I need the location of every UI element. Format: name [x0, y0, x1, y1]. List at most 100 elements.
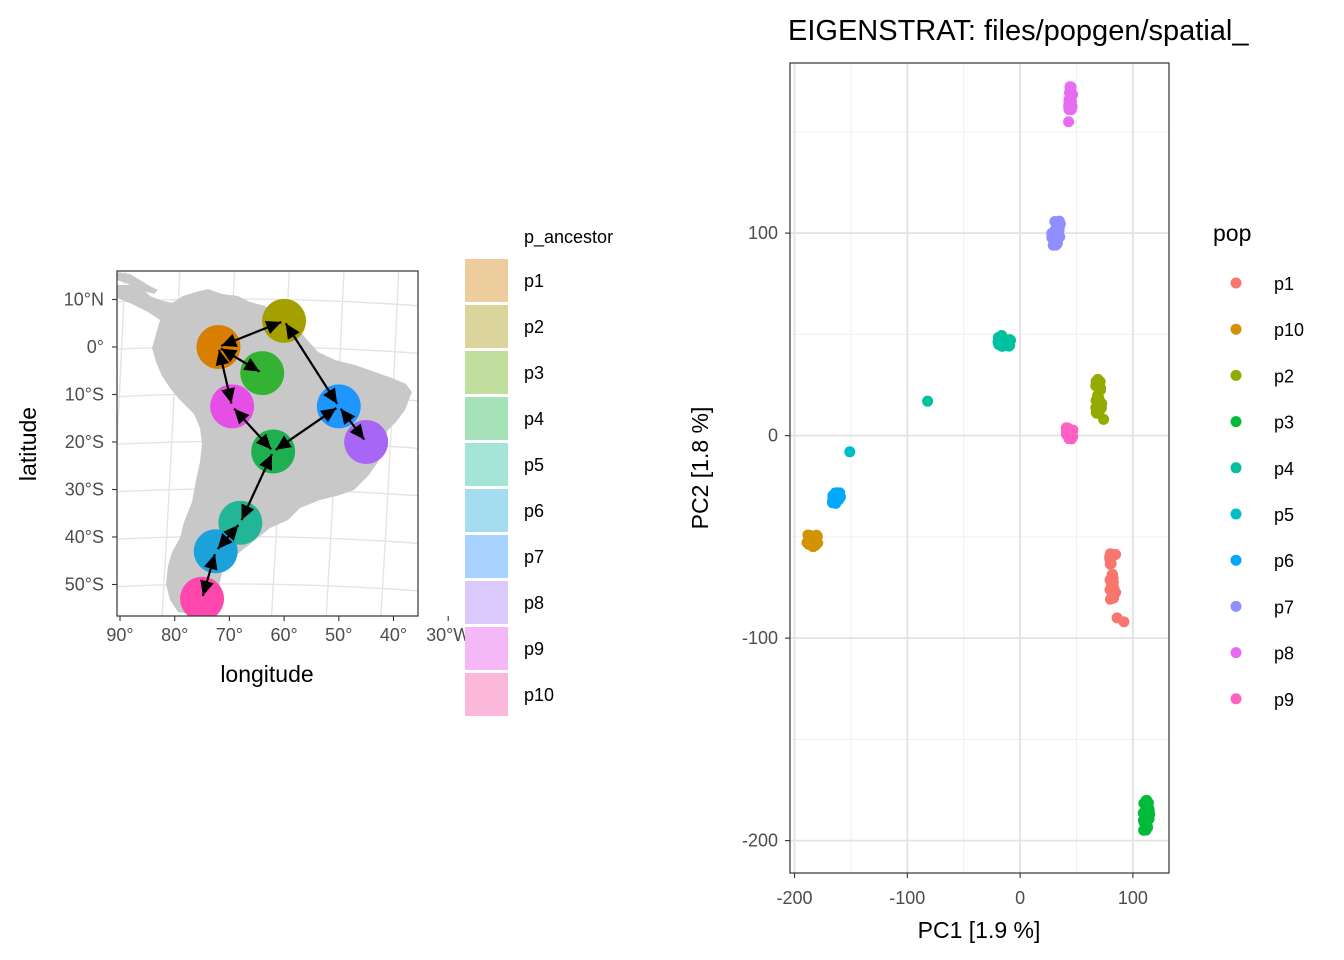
pca-series-p6	[827, 487, 846, 509]
pca-series-p2	[1090, 373, 1110, 425]
pca-point	[1063, 116, 1075, 128]
map-y-tick-label: 30°S	[65, 480, 104, 500]
pca-x-tick-label: 100	[1118, 888, 1148, 908]
graticule-lat	[117, 535, 418, 545]
arrow-p4-p5	[240, 453, 273, 521]
pop-key-p8	[1230, 647, 1242, 659]
map-panel: 10°N 0° 10°S 20°S 30°S 40°S 50°S 90° 80° 70° 60° 5…	[15, 250, 470, 687]
arrow-head	[217, 533, 233, 549]
p-ancestor-key-p6	[465, 489, 508, 532]
pca-series-p4	[922, 329, 1017, 407]
pca-point	[830, 488, 842, 500]
p-ancestor-label-p3: p3	[524, 363, 544, 383]
pop-label-p10: p10	[1274, 320, 1304, 340]
p-ancestor-key-p7	[465, 535, 508, 578]
pca-gridlines	[790, 63, 1169, 873]
pca-x-tick-label: 0	[1015, 888, 1025, 908]
arrow-head	[349, 423, 365, 440]
arrow-head	[223, 525, 239, 541]
pca-y-axis: -200 -100 0 100	[742, 223, 790, 851]
pca-point	[1062, 422, 1074, 434]
p-ancestor-legend: p_ancestor p1 p2 p3 p4 p5 p6 p7 p8 p9 p10	[465, 227, 613, 716]
pop-label-p8: p8	[1274, 644, 1294, 664]
arrow-head	[264, 321, 282, 335]
pca-series-p1	[1104, 548, 1130, 628]
p-ancestor-key-p8	[465, 581, 508, 624]
map-x-axis: 90° 80° 70° 60° 50° 40° 30°W	[106, 616, 470, 645]
arrow-p10-p2	[220, 320, 282, 347]
pca-point	[922, 395, 934, 407]
pca-point	[830, 497, 842, 509]
pca-point	[1090, 375, 1102, 387]
arrow-head	[243, 357, 260, 372]
pop-label-p4: p4	[1274, 459, 1294, 479]
pop-key-p7	[1230, 600, 1242, 612]
pca-point	[1106, 584, 1118, 596]
p-ancestor-label-p5: p5	[524, 455, 544, 475]
p-ancestor-label-p9: p9	[524, 639, 544, 659]
p-ancestor-label-p6: p6	[524, 501, 544, 521]
central-america	[117, 272, 158, 294]
pop-key-p5	[1230, 508, 1242, 520]
arrow-head	[285, 323, 300, 340]
arrow-head	[234, 408, 250, 425]
pca-series-p10	[801, 529, 824, 553]
pca-background	[790, 63, 1169, 873]
map-border	[116, 270, 419, 617]
map-x-axis-title: longitude	[220, 661, 313, 687]
arrow-head	[241, 503, 255, 521]
population-circle-p2	[262, 298, 307, 343]
pop-key-p9	[1230, 693, 1242, 705]
map-y-tick-label: 0°	[87, 337, 104, 357]
pca-point	[1051, 217, 1063, 229]
graticule-lon	[434, 250, 454, 640]
pop-label-p1: p1	[1274, 274, 1294, 294]
pca-x-tick-label: -100	[889, 888, 925, 908]
pca-x-axis-title: PC1 [1.9 %]	[918, 917, 1041, 943]
map-x-tick-label: 30°W	[426, 625, 470, 645]
pca-point	[1092, 403, 1104, 415]
p-ancestor-label-p1: p1	[524, 271, 544, 291]
arrow-p9-p4	[233, 407, 272, 451]
arrow-p10-p9	[215, 349, 235, 404]
pca-y-axis-title: PC2 [1.8 %]	[687, 407, 713, 530]
pca-point	[1118, 616, 1130, 628]
arrow-head	[215, 349, 230, 367]
pca-y-tick-label: -100	[742, 628, 778, 648]
arrow-p6-p8	[339, 408, 366, 441]
arrow-p10-p3	[220, 347, 261, 373]
p-ancestor-label-p7: p7	[524, 547, 544, 567]
pca-point	[1098, 413, 1110, 425]
pca-point	[844, 446, 856, 458]
map-x-tick-label: 50°	[325, 625, 352, 645]
arrow-p5-p7	[216, 524, 240, 550]
p-ancestor-key-p5	[465, 443, 508, 486]
map-x-tick-label: 40°	[380, 625, 407, 645]
pca-x-axis: -200 -100 0 100	[776, 873, 1148, 908]
map-y-tick-label: 10°S	[65, 385, 104, 405]
pop-key-p6	[1230, 554, 1242, 566]
pca-y-tick-label: -200	[742, 831, 778, 851]
pca-border	[789, 62, 1170, 874]
pca-point	[1105, 553, 1117, 565]
pca-series-p3	[1137, 794, 1156, 836]
pca-point	[1064, 87, 1076, 99]
arrow-head	[255, 433, 272, 450]
pop-key-p4	[1230, 462, 1242, 474]
arrow-p2-p6	[284, 322, 339, 405]
pca-x-tick-label: -200	[776, 888, 812, 908]
map-x-tick-label: 60°	[270, 625, 297, 645]
p-ancestor-label-p4: p4	[524, 409, 544, 429]
p-ancestor-legend-title: p_ancestor	[524, 227, 613, 248]
population-circle-p8	[344, 420, 389, 464]
arrow-p7-p1	[200, 553, 218, 597]
pca-y-tick-label: 100	[748, 223, 778, 243]
pop-key-p3	[1230, 416, 1242, 428]
population-circle-p3	[240, 351, 285, 396]
arrow-head	[221, 387, 235, 404]
p-ancestor-key-p9	[465, 627, 508, 670]
arrow-head	[221, 348, 238, 363]
pop-label-p6: p6	[1274, 551, 1294, 571]
pca-panel: EIGENSTRAT: files/popgen/spatial_ -200 -1…	[687, 15, 1249, 943]
